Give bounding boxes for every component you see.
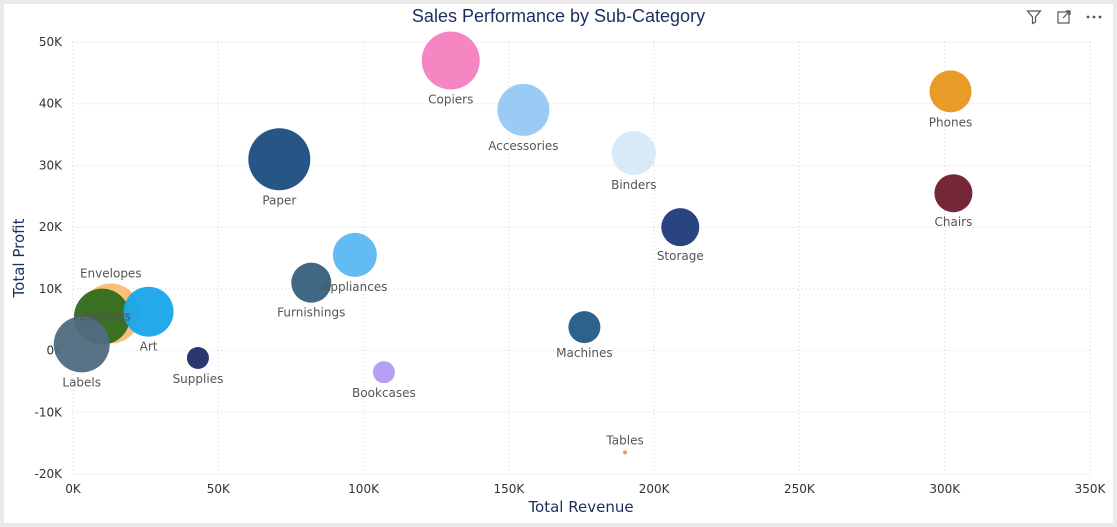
bubble-phones[interactable] bbox=[929, 70, 972, 113]
bubble-label: Envelopes bbox=[80, 267, 142, 281]
y-tick-label: 30K bbox=[39, 158, 63, 172]
y-axis-title: Total Profit bbox=[10, 218, 28, 298]
bubble-label: Storage bbox=[657, 249, 704, 263]
focus-mode-icon[interactable] bbox=[1055, 8, 1073, 26]
y-tick-label: -10K bbox=[35, 405, 64, 419]
bubble-label: Supplies bbox=[173, 372, 224, 386]
bubble-label: Binders bbox=[611, 178, 656, 192]
bubble-storage[interactable] bbox=[661, 208, 700, 247]
bubble-binders[interactable] bbox=[611, 131, 656, 176]
x-axis-ticks: 0K 50K 100K 150K 200K 250K 300K 350K bbox=[65, 482, 1106, 496]
bubble-appliances[interactable] bbox=[332, 232, 377, 277]
x-axis-title: Total Revenue bbox=[527, 498, 633, 516]
bubble-label: Paper bbox=[262, 193, 296, 207]
bubble-accessories[interactable] bbox=[497, 83, 550, 136]
bubble-label: Phones bbox=[929, 115, 972, 129]
x-tick-label: 250K bbox=[784, 482, 816, 496]
bubble-label: Furnishings bbox=[277, 306, 345, 320]
bubble-labels: Copiers Phones Accessories Binders Paper Chai… bbox=[62, 93, 972, 448]
bubbles bbox=[53, 31, 973, 455]
y-tick-label: 20K bbox=[39, 220, 63, 234]
y-tick-label: -20K bbox=[35, 467, 64, 481]
more-options-icon[interactable] bbox=[1085, 8, 1103, 26]
bubble-chairs[interactable] bbox=[934, 174, 973, 213]
y-tick-label: 40K bbox=[39, 97, 63, 111]
bubble-label: Copiers bbox=[428, 93, 473, 107]
bubble-label: Art bbox=[140, 340, 158, 354]
x-tick-label: 100K bbox=[348, 482, 380, 496]
chart-title: Sales Performance by Sub-Category bbox=[411, 6, 706, 26]
bubble-labels[interactable] bbox=[53, 316, 110, 373]
x-tick-label: 350K bbox=[1075, 482, 1107, 496]
bubble-label: Accessories bbox=[488, 139, 558, 153]
bubble-label: Fasteners bbox=[73, 310, 131, 324]
x-tick-label: 200K bbox=[639, 482, 671, 496]
bubble-art[interactable] bbox=[123, 286, 174, 337]
gridlines bbox=[72, 41, 1091, 475]
x-tick-label: 150K bbox=[493, 482, 525, 496]
bubble-copiers[interactable] bbox=[421, 31, 480, 90]
bubble-furnishings[interactable] bbox=[291, 262, 332, 303]
y-tick-label: 10K bbox=[39, 282, 63, 296]
filter-icon[interactable] bbox=[1025, 8, 1043, 26]
y-tick-label: 50K bbox=[39, 35, 63, 49]
visual-toolbar bbox=[1025, 8, 1103, 26]
bubble-bookcases[interactable] bbox=[372, 361, 395, 384]
bubble-label: Labels bbox=[62, 375, 101, 389]
bubble-label: Chairs bbox=[935, 215, 973, 229]
bubble-label: Bookcases bbox=[352, 386, 416, 400]
bubble-label: Tables bbox=[605, 433, 643, 447]
visual-card bbox=[4, 4, 1113, 523]
bubble-label: Appliances bbox=[322, 280, 387, 294]
bubble-machines[interactable] bbox=[568, 311, 601, 344]
bubble-tables[interactable] bbox=[623, 450, 628, 455]
bubble-label: Machines bbox=[556, 346, 612, 360]
bubble-paper[interactable] bbox=[248, 128, 311, 191]
x-tick-label: 50K bbox=[207, 482, 231, 496]
bubble-supplies[interactable] bbox=[186, 346, 209, 369]
x-tick-label: 0K bbox=[65, 482, 82, 496]
x-tick-label: 300K bbox=[929, 482, 961, 496]
